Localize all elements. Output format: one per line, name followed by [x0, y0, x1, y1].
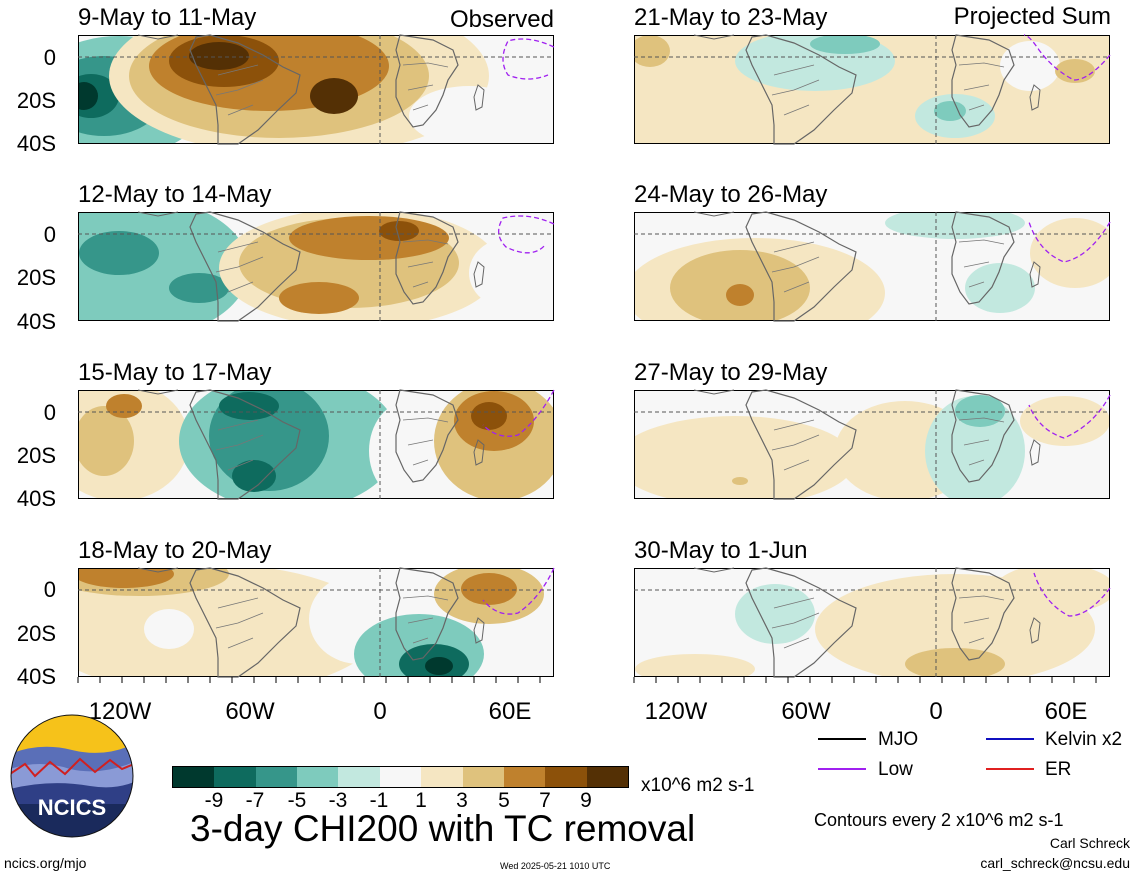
panel-title-right-2: 24-May to 26-May: [634, 181, 828, 208]
legend-kelvin-label: Kelvin x2: [1045, 729, 1123, 750]
map-panel-right-2: [634, 212, 1110, 321]
colorbar-bin: [255, 767, 298, 787]
projected-sum-label: Projected Sum: [953, 3, 1111, 30]
lat-label-0-p3: 0: [43, 400, 56, 425]
colorbar-bin: [421, 767, 463, 787]
legend-low-line: [818, 768, 866, 770]
panel-title-left-3: 15-May to 17-May: [78, 359, 272, 386]
lat-label-40s-p1: 40S: [16, 131, 56, 156]
footer-timestamp: Wed 2025-05-21 1010 UTC: [500, 861, 611, 871]
lon-label-120w-left: 120W: [88, 698, 152, 725]
colorbar-bin: [379, 767, 422, 787]
colorbar-bin: [586, 767, 628, 787]
lon-label-60e-left: 60E: [488, 698, 532, 725]
colorbar-bin: [173, 767, 215, 787]
colorbar-tick: 5: [498, 789, 510, 812]
observed-label: Observed: [449, 6, 554, 33]
colorbar-tick: 9: [580, 789, 592, 812]
map-panel-right-4: [634, 568, 1110, 677]
ncics-logo: NCICS: [10, 714, 134, 838]
colorbar: [172, 766, 629, 788]
colorbar-tick: 7: [539, 789, 551, 812]
author-email: carl_schreck@ncsu.edu: [980, 855, 1130, 871]
map-panel-right-1: [634, 35, 1110, 144]
lat-label-0-p2: 0: [43, 222, 56, 247]
panel-title-left-1: 9-May to 11-May: [78, 4, 257, 31]
legend-er-line: [986, 768, 1034, 770]
main-title: 3-day CHI200 with TC removal: [190, 808, 696, 849]
lon-label-60w-right: 60W: [781, 698, 831, 725]
map-panel-right-3: [634, 390, 1110, 499]
panel-title-left-4: 18-May to 20-May: [78, 537, 272, 564]
colorbar-bin: [503, 767, 546, 787]
panel-title-right-3: 27-May to 29-May: [634, 359, 828, 386]
map-panel-left-1: [78, 35, 554, 144]
lon-label-0-right: 0: [929, 698, 943, 725]
logo-text: NCICS: [37, 795, 107, 820]
legend-kelvin-line: [986, 738, 1034, 740]
map-panel-left-2: [78, 212, 554, 321]
colorbar-tick: -5: [287, 789, 307, 812]
lat-label-40s-p2: 40S: [16, 309, 56, 334]
lat-label-20s-p3: 20S: [16, 443, 56, 468]
colorbar-bin: [462, 767, 504, 787]
colorbar-bin: [214, 767, 256, 787]
lon-label-60e-right: 60E: [1044, 698, 1088, 725]
colorbar-tick: -9: [204, 789, 224, 812]
lon-label-120w-right: 120W: [644, 698, 708, 725]
map-panel-left-4: [78, 568, 554, 677]
author-name: Carl Schreck: [1049, 835, 1130, 851]
legend-low-label: Low: [878, 759, 913, 780]
colorbar-units: x10^6 m2 s-1: [641, 775, 755, 796]
legend-er-label: ER: [1045, 759, 1072, 780]
lat-label-20s-p2: 20S: [16, 265, 56, 290]
legend-mjo-line: [818, 738, 866, 740]
lat-label-20s-p1: 20S: [16, 88, 56, 113]
colorbar-tick: -3: [328, 789, 348, 812]
colorbar-tick: 3: [456, 789, 468, 812]
panel-title-right-4: 30-May to 1-Jun: [634, 537, 808, 564]
colorbar-bin: [338, 767, 380, 787]
colorbar-tick: -1: [369, 789, 389, 812]
footer-url[interactable]: ncics.org/mjo: [4, 855, 87, 871]
lat-label-40s-p3: 40S: [16, 486, 56, 511]
lon-label-0-left: 0: [373, 698, 387, 725]
lat-label-40s-p4: 40S: [16, 664, 56, 689]
colorbar-bin: [297, 767, 339, 787]
lat-label-0-p1: 0: [43, 45, 56, 70]
legend-mjo-label: MJO: [878, 729, 919, 750]
lon-label-60w-left: 60W: [225, 698, 275, 725]
contour-note: Contours every 2 x10^6 m2 s-1: [814, 810, 1064, 830]
lat-label-20s-p4: 20S: [16, 621, 56, 646]
colorbar-tick: -7: [245, 789, 265, 812]
colorbar-tick: 1: [415, 789, 427, 812]
map-panel-left-3: [78, 390, 554, 499]
colorbar-bin: [545, 767, 587, 787]
panel-title-right-1: 21-May to 23-May: [634, 4, 828, 31]
lat-label-0-p4: 0: [43, 577, 56, 602]
panel-title-left-2: 12-May to 14-May: [78, 181, 272, 208]
